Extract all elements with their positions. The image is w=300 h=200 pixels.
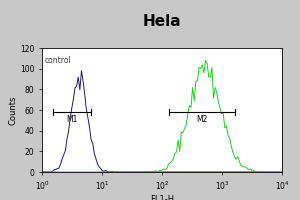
Text: Hela: Hela [143, 14, 181, 29]
Text: control: control [45, 56, 72, 65]
Text: M2: M2 [196, 115, 208, 124]
X-axis label: FL1-H: FL1-H [150, 195, 174, 200]
Text: M1: M1 [66, 115, 78, 124]
Y-axis label: Counts: Counts [8, 95, 17, 125]
